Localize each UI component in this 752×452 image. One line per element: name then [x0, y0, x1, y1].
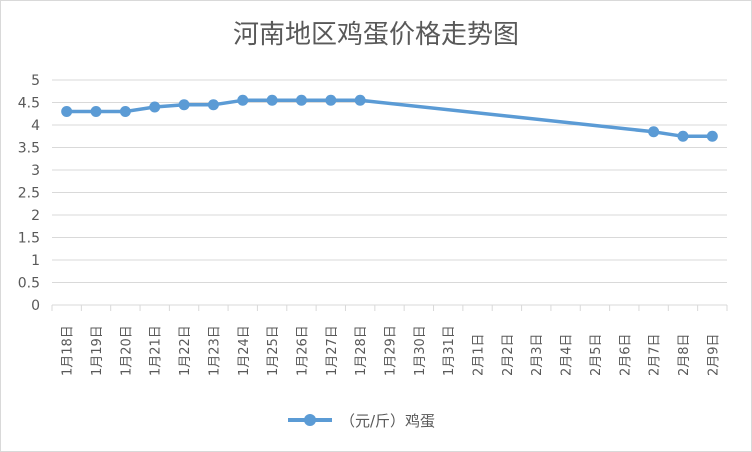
series-line [64, 98, 715, 139]
data-point [149, 101, 161, 113]
x-tick-label: 1月28日 [354, 325, 369, 376]
y-tick-label: 5 [31, 73, 40, 89]
x-tick-label: 2月8日 [677, 333, 692, 376]
data-point [295, 94, 307, 106]
data-point [178, 99, 190, 111]
x-tick-label: 1月29日 [384, 325, 399, 376]
y-tick-label: 1 [31, 253, 40, 269]
x-tick-label: 1月21日 [149, 325, 164, 376]
x-tick-label: 2月3日 [530, 333, 545, 376]
x-tick-label: 1月25日 [266, 325, 281, 376]
x-tick-label: 1月24日 [237, 325, 252, 376]
data-point [207, 99, 219, 111]
data-point [706, 130, 718, 142]
x-tick-label: 2月6日 [618, 333, 633, 376]
legend: （元/斤）鸡蛋 [288, 408, 435, 432]
x-tick-label: 2月7日 [648, 333, 663, 376]
x-tick-label: 2月2日 [501, 333, 516, 376]
x-tick-label: 2月1日 [472, 333, 487, 376]
x-tick-label: 1月31日 [442, 325, 457, 376]
data-point [119, 106, 131, 117]
chart-title: 河南地区鸡蛋价格走势图 [232, 20, 519, 50]
x-tick-label: 1月22日 [178, 325, 193, 376]
x-tick-label: 1月30日 [413, 325, 428, 376]
y-tick-label: 0 [31, 298, 40, 314]
x-tick-label: 1月19日 [90, 325, 105, 376]
x-tick-label: 1月27日 [325, 325, 340, 376]
x-tick-label: 1月20日 [119, 325, 134, 376]
y-tick-label: 0.5 [18, 276, 40, 292]
x-tick-label: 2月4日 [560, 333, 575, 376]
data-point [237, 94, 249, 106]
y-tick-label: 4 [31, 118, 40, 134]
y-tick-label: 4.5 [18, 96, 40, 112]
y-tick-label: 3.5 [18, 141, 40, 157]
x-tick-label: 1月23日 [207, 325, 222, 376]
data-point [61, 106, 73, 117]
x-tick-label: 2月9日 [706, 333, 721, 376]
data-point [266, 94, 278, 106]
y-tick-label: 2 [31, 208, 40, 224]
x-tick-label: 1月26日 [295, 325, 310, 376]
y-tick-label: 1.5 [18, 231, 40, 247]
data-point [325, 94, 337, 106]
data-point [648, 126, 660, 138]
y-tick-label: 2.5 [18, 186, 40, 202]
legend-label: （元/斤）鸡蛋 [340, 411, 436, 430]
data-point [90, 106, 102, 117]
data-point [677, 130, 689, 142]
x-tick-label: 2月5日 [589, 333, 604, 376]
data-point [354, 94, 366, 106]
y-tick-label: 3 [31, 163, 40, 179]
legend-marker-icon [288, 410, 332, 430]
x-tick-label: 1月18日 [61, 325, 76, 376]
